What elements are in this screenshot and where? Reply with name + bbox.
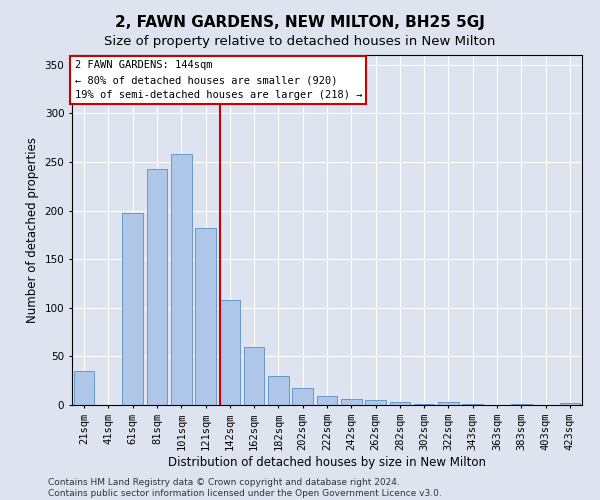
Bar	[171, 154, 191, 405]
Bar	[292, 388, 313, 405]
Bar	[74, 371, 94, 405]
Bar	[560, 403, 580, 405]
Bar	[414, 404, 434, 405]
Bar	[463, 404, 483, 405]
Text: Size of property relative to detached houses in New Milton: Size of property relative to detached ho…	[104, 35, 496, 48]
Bar	[122, 214, 143, 405]
X-axis label: Distribution of detached houses by size in New Milton: Distribution of detached houses by size …	[168, 456, 486, 468]
Y-axis label: Number of detached properties: Number of detached properties	[26, 137, 39, 323]
Bar	[511, 404, 532, 405]
Bar	[341, 399, 362, 405]
Bar	[365, 400, 386, 405]
Bar	[244, 346, 265, 405]
Bar	[317, 396, 337, 405]
Bar	[389, 402, 410, 405]
Bar	[195, 228, 216, 405]
Text: Contains HM Land Registry data © Crown copyright and database right 2024.
Contai: Contains HM Land Registry data © Crown c…	[48, 478, 442, 498]
Text: 2, FAWN GARDENS, NEW MILTON, BH25 5GJ: 2, FAWN GARDENS, NEW MILTON, BH25 5GJ	[115, 15, 485, 30]
Bar	[268, 376, 289, 405]
Bar	[220, 300, 240, 405]
Bar	[438, 402, 459, 405]
Bar	[146, 169, 167, 405]
Text: 2 FAWN GARDENS: 144sqm
← 80% of detached houses are smaller (920)
19% of semi-de: 2 FAWN GARDENS: 144sqm ← 80% of detached…	[74, 60, 362, 100]
